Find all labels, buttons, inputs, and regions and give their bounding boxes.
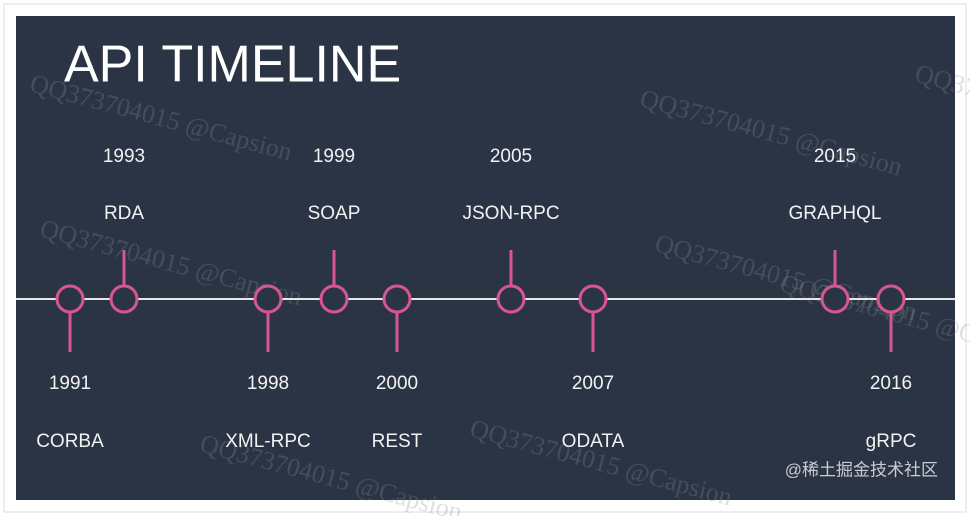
event-year: 2005	[490, 146, 532, 167]
event-name: JSON-RPC	[462, 203, 559, 224]
event-name: CORBA	[36, 431, 104, 452]
event-year: 2015	[814, 146, 856, 167]
event-year: 1999	[313, 146, 355, 167]
events: 1991 CORBA 1993 RDA 1998 XML-RPC 1999 SOAP 2000 R…	[36, 146, 916, 452]
event-marker	[382, 284, 412, 314]
credit: @稀土掘金技术社区	[785, 460, 938, 479]
event-marker	[496, 284, 526, 314]
event-name: ODATA	[562, 431, 625, 452]
event-marker	[109, 284, 139, 314]
title: API TIMELINE	[64, 36, 401, 94]
event-name: RDA	[104, 203, 144, 224]
event-name: REST	[372, 431, 423, 452]
event-name: GRAPHQL	[789, 203, 882, 224]
event-marker	[55, 284, 85, 314]
event-marker	[319, 284, 349, 314]
event-marker	[253, 284, 283, 314]
event-name: XML-RPC	[225, 431, 311, 452]
event-name: gRPC	[866, 431, 917, 452]
event-year: 2007	[572, 373, 614, 394]
event-year: 2000	[376, 373, 418, 394]
panel	[16, 16, 955, 500]
event-year: 2016	[870, 373, 912, 394]
event-year: 1998	[247, 373, 289, 394]
event-marker	[876, 284, 906, 314]
event-marker	[578, 284, 608, 314]
event-marker	[820, 284, 850, 314]
event-name: SOAP	[308, 203, 361, 224]
event-year: 1991	[49, 373, 91, 394]
event-year: 1993	[103, 146, 145, 167]
